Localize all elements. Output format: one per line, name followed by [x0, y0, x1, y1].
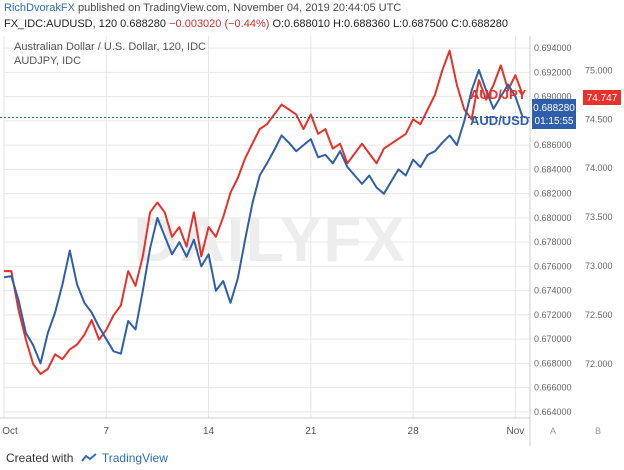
audusd-tick-label: 0.674000 — [534, 286, 572, 296]
chart-header: RichDvorakFX published on TradingView.co… — [0, 0, 624, 36]
audusd-tick-label: 0.692000 — [534, 67, 572, 77]
audjpy-tick-label: 73.500 — [585, 212, 613, 222]
x-tick-label: 21 — [305, 426, 317, 437]
log-scale-button[interactable]: B — [595, 426, 601, 436]
audusd-tick-label: 0.664000 — [534, 407, 572, 417]
audusd-tick-label: 0.668000 — [534, 358, 572, 368]
audjpy-tick-label: 74.000 — [585, 163, 613, 173]
audusd-tick-label: 0.666000 — [534, 383, 572, 393]
x-tick-label: 7 — [103, 426, 109, 437]
ohlc-values: O:0.688010 H:0.688360 L:0.687500 C:0.688… — [272, 18, 508, 30]
created-with-text: Created with — [6, 451, 74, 465]
audjpy-tick-label: 72.000 — [585, 359, 613, 369]
audjpy-axis-ticks: 75.000 74.500 74.000 73.500 73.000 72.500 72.0… — [585, 65, 613, 369]
series-lines — [3, 49, 524, 375]
tradingview-logo-icon — [80, 453, 97, 462]
price-change: −0.003020 (−0.44%) — [169, 18, 270, 30]
publication-line: RichDvorakFX published on TradingView.co… — [4, 2, 401, 14]
audjpy-price-text: 74.747 — [587, 93, 618, 104]
symbol-label: FX_IDC:AUDUSD, 120 — [4, 18, 118, 30]
tradingview-brand[interactable]: TradingView — [101, 451, 168, 465]
legend-secondary: AUDJPY, IDC — [14, 55, 81, 67]
time-axis-band — [0, 418, 530, 446]
grid-lines — [3, 36, 530, 418]
audjpy-tick-label: 74.500 — [585, 114, 613, 124]
audusd-price-text: 0.688280 — [533, 103, 575, 114]
audusd-tick-label: 0.680000 — [534, 213, 572, 223]
series-line-audusd — [3, 69, 524, 365]
symbol-line: FX_IDC:AUDUSD, 120 0.688280 −0.003020 (−… — [4, 18, 508, 30]
time-axis-ticks: Oct 7 14 21 28 Nov — [2, 426, 524, 437]
audusd-tick-label: 0.690000 — [534, 92, 572, 102]
x-tick-label: 14 — [203, 426, 215, 437]
series-line-audjpy — [4, 49, 524, 375]
auto-scale-button[interactable]: A — [550, 426, 556, 436]
x-tick-label: Nov — [506, 426, 524, 437]
dailyfx-watermark: DAILYFX — [133, 206, 407, 275]
audusd-label: AUD/USD — [470, 113, 529, 128]
audusd-tick-label: 0.686000 — [534, 140, 572, 150]
audjpy-price-tag — [583, 90, 621, 105]
published-info: published on TradingView.com, November 0… — [77, 2, 402, 14]
bar-countdown: 01:15:55 — [535, 116, 574, 127]
audusd-price-tag — [532, 99, 576, 129]
audusd-tick-label: 0.678000 — [534, 237, 572, 247]
audjpy-tick-label: 73.000 — [585, 261, 613, 271]
audusd-tick-label: 0.676000 — [534, 261, 572, 271]
price-chart[interactable]: DAILYFX Oct 7 14 21 28 Nov 0.694000 0.692000 0.… — [0, 36, 624, 446]
audjpy-label: AUD/JPY — [470, 87, 527, 102]
audusd-tick-label: 0.694000 — [534, 43, 572, 53]
audusd-tick-label: 0.684000 — [534, 164, 572, 174]
audusd-tick-label: 0.672000 — [534, 310, 572, 320]
last-price: 0.688280 — [120, 18, 167, 30]
legend-title: Australian Dollar / U.S. Dollar, 120, ID… — [14, 41, 206, 53]
audusd-tick-label: 0.682000 — [534, 189, 572, 199]
created-with: Created with TradingView — [6, 451, 168, 465]
audusd-tick-label: 0.670000 — [534, 334, 572, 344]
footer: Created with TradingView — [0, 446, 624, 470]
audjpy-tick-label: 72.500 — [585, 310, 613, 320]
chart-area[interactable]: DAILYFX Oct 7 14 21 28 Nov 0.694000 0.692000 0.… — [0, 36, 624, 446]
x-tick-label: Oct — [2, 426, 18, 437]
x-tick-label: 28 — [408, 426, 420, 437]
audjpy-tick-label: 75.000 — [585, 65, 613, 75]
author-link[interactable]: RichDvorakFX — [4, 2, 75, 14]
